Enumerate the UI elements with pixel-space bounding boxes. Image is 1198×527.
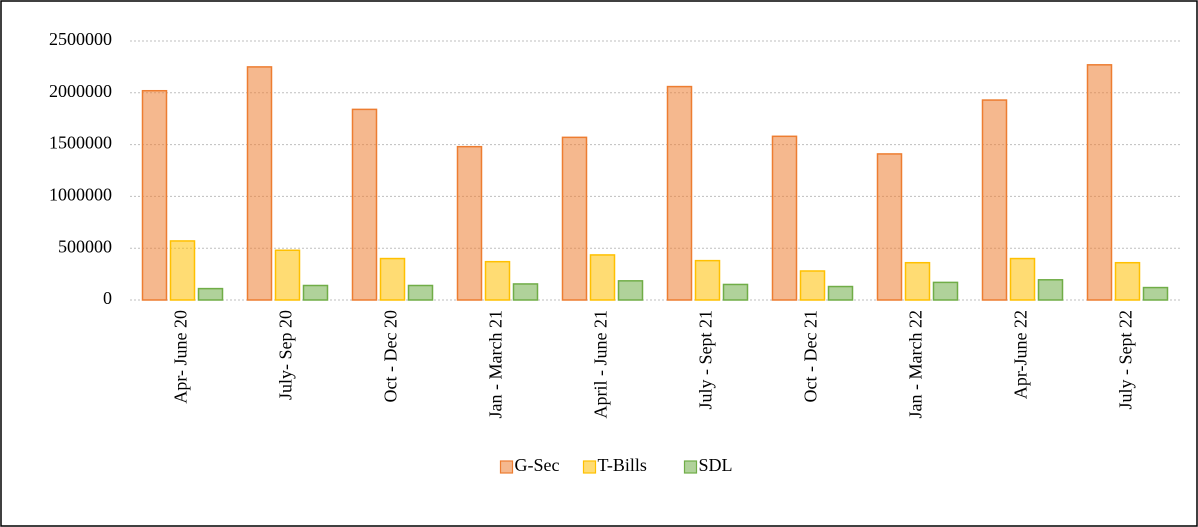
x-tick-label: Oct - Dec 21 [801,310,821,402]
legend-swatch [582,460,597,474]
bar [512,283,539,301]
bar [799,270,826,301]
x-tick-label: July- Sep 20 [276,310,296,400]
bar [876,153,903,301]
x-tick-label: April - June 21 [591,310,611,418]
y-tick-label: 1000000 [49,185,112,205]
bar [484,260,511,301]
bar [274,249,301,301]
x-tick-label: July - Sept 22 [1116,310,1136,410]
bar [302,284,329,301]
bar [141,89,168,301]
bar [904,261,931,301]
legend-label: T-Bills [598,455,647,475]
bar [197,287,224,301]
x-tick-label: Apr- June 20 [171,310,191,404]
bar [456,145,483,301]
legend-swatch [499,460,514,474]
y-tick-label: 1500000 [49,133,112,153]
bar [666,85,693,301]
bar [932,281,959,301]
bar [981,99,1008,301]
legend-label: SDL [699,455,733,475]
x-tick-label: Jan - March 21 [486,310,506,418]
y-tick-label: 2500000 [49,29,112,49]
bar [246,66,273,301]
y-tick-label: 0 [103,288,112,308]
bar [694,259,721,301]
bar [561,136,588,301]
x-tick-label: Oct - Dec 20 [381,310,401,402]
bar [379,257,406,301]
bar [1009,257,1036,301]
bar [722,283,749,301]
bar [169,240,196,301]
x-tick-label: Apr-June 22 [1011,310,1031,399]
bar [407,284,434,301]
bar [1086,64,1113,301]
y-tick-label: 2000000 [49,81,112,101]
bar [1037,279,1064,301]
bar [589,254,616,301]
x-tick-label: Jan - March 22 [906,310,926,418]
legend-swatch [683,460,698,474]
x-tick-label: July - Sept 21 [696,310,716,410]
bar [617,280,644,301]
bar [827,285,854,301]
bar [351,108,378,301]
bar [1142,286,1169,301]
bar [1114,261,1141,301]
bar [771,135,798,301]
legend-label: G-Sec [515,455,560,475]
y-tick-label: 500000 [58,236,112,256]
